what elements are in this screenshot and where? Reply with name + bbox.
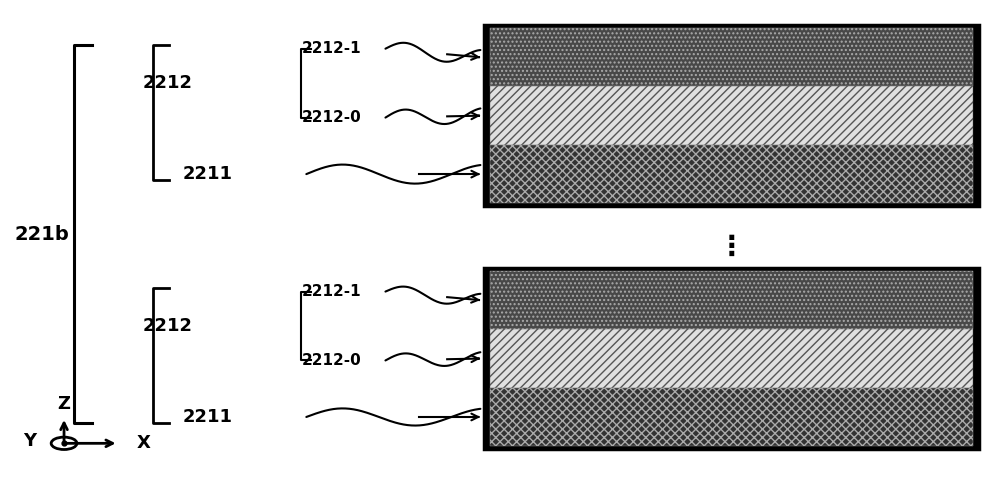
Text: 2212: 2212 (143, 317, 193, 335)
Bar (490, 271, 973, 330)
Text: X: X (136, 434, 150, 452)
Text: 2212: 2212 (143, 74, 193, 92)
Text: Y: Y (23, 432, 36, 450)
Text: 2212-1: 2212-1 (301, 284, 361, 299)
Text: 2212-0: 2212-0 (301, 110, 361, 125)
Text: ⋮: ⋮ (718, 233, 745, 261)
Text: 2212-1: 2212-1 (301, 41, 361, 56)
Text: Z: Z (58, 395, 70, 413)
Bar (490, 330, 973, 388)
Text: 2211: 2211 (182, 408, 232, 426)
Bar (490, 28, 973, 87)
Bar (490, 87, 973, 145)
Text: 2211: 2211 (182, 165, 232, 183)
Text: 221b: 221b (14, 225, 69, 243)
Bar (484, 25, 979, 206)
Bar (490, 388, 973, 446)
Bar (484, 268, 979, 449)
Bar (490, 145, 973, 203)
Text: 2212-0: 2212-0 (301, 353, 361, 368)
